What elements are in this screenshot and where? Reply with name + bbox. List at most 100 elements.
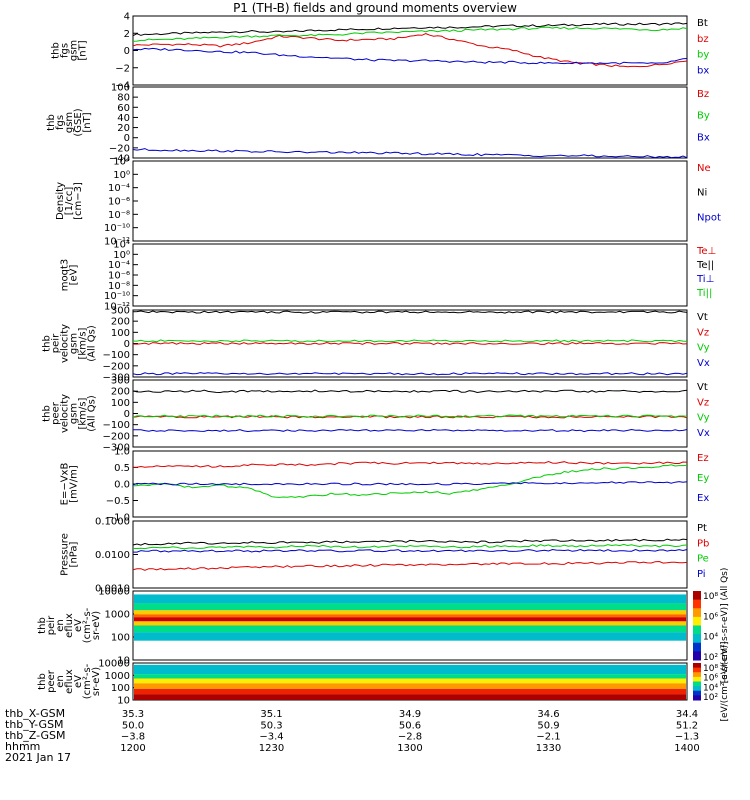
- ylabel-9-0: thb: [37, 673, 48, 690]
- colorbar-8-3: [693, 616, 701, 626]
- ytick-6-4: −1.0: [106, 513, 130, 524]
- legend-4-3: Vx: [697, 358, 710, 369]
- xtick-0-0: 35.3: [122, 709, 144, 720]
- xtick-0-4: 34.4: [676, 709, 698, 720]
- colorbar-9-4: [693, 681, 701, 687]
- ytick-6-2: 0.0: [114, 480, 130, 491]
- band-8-3: [134, 614, 686, 618]
- ylabel-4-4: [km/s]: [78, 327, 89, 359]
- panel-frame-3: [132, 243, 688, 307]
- cbtick-9-0: 10⁸: [703, 664, 718, 674]
- legend-1-0: Bz: [697, 89, 709, 100]
- cbtick-8-2: 10⁴: [703, 633, 718, 643]
- band-8-1: [134, 603, 686, 611]
- band-9-0: [134, 664, 686, 675]
- ytick-7-1: 0.0100: [95, 550, 130, 561]
- band-8-2: [134, 610, 686, 615]
- ytick-1-1: 80: [117, 93, 130, 104]
- ylabel-8-4: eV: [73, 619, 84, 632]
- ytick-5-0: 300: [111, 376, 130, 387]
- xtick-2-4: −1.3: [675, 732, 699, 743]
- ylabel-8-6: sr-eV): [91, 611, 102, 640]
- ytick-5-2: 100: [111, 398, 130, 409]
- ylabel-9-1: peer: [46, 669, 57, 693]
- colorbar-9-5: [693, 686, 701, 692]
- series-5-0: [132, 389, 688, 394]
- xtick-3-0: 1200: [120, 743, 145, 754]
- ytick-1-3: 40: [117, 113, 130, 124]
- ylabel-4-2: velocity: [60, 324, 71, 363]
- ytick-8-0: 10000: [98, 587, 130, 598]
- ytick-9-0: 10000: [98, 659, 130, 670]
- ylabel-8-2: en: [55, 619, 66, 632]
- ylabel-5-0: thb: [42, 405, 53, 422]
- series-4-0: [132, 310, 688, 314]
- colorbar-8-2: [693, 608, 701, 618]
- cbtick-9-3: 10²: [703, 693, 718, 703]
- ytick-5-6: −300: [103, 443, 130, 454]
- panel-frame-1: [132, 86, 688, 159]
- band-9-3: [134, 683, 686, 689]
- ytick-4-5: −200: [103, 361, 130, 372]
- xtick-0-3: 34.6: [537, 709, 559, 720]
- ylabel-9-3: eflux: [64, 669, 75, 694]
- ytick-8-3: 10: [117, 656, 130, 667]
- series-1-2: [132, 148, 688, 159]
- ytick-7-0: 0.1000: [95, 517, 130, 528]
- ylabel-3-0: moqt3: [60, 259, 71, 292]
- date-label: 2021 Jan 17: [5, 751, 71, 764]
- xtick-1-4: 51.2: [676, 720, 698, 731]
- ylabel-9-2: en: [55, 675, 66, 688]
- ylabel-8-3: eflux: [64, 613, 75, 638]
- legend-7-2: Pe: [697, 554, 709, 565]
- ytick-4-1: 200: [111, 317, 130, 328]
- legend-2-0: Ne: [697, 163, 711, 174]
- legend-0-3: bx: [697, 65, 709, 76]
- series-6-2: [132, 481, 688, 486]
- ytick-5-4: −100: [103, 420, 130, 431]
- ytick-4-3: 0: [124, 339, 130, 350]
- ytick-1-6: −20: [109, 143, 130, 154]
- legend-5-2: Vy: [697, 413, 710, 424]
- panel-frame-0: [132, 15, 688, 86]
- ytick-6-0: 1.0: [114, 447, 130, 458]
- ytick-1-0: 100: [111, 83, 130, 94]
- ytick-5-3: 0: [124, 409, 130, 420]
- xtick-0-1: 35.1: [260, 709, 282, 720]
- series-7-0: [132, 538, 688, 546]
- xtick-1-2: 50.6: [399, 720, 421, 731]
- ylabel-0-0: thb: [51, 42, 62, 59]
- ytick-9-2: 100: [111, 683, 130, 694]
- legend-3-0: Te⊥: [696, 246, 716, 257]
- cbtick-8-3: 10²: [703, 653, 718, 663]
- ytick-0-0: 4: [124, 12, 130, 23]
- series-7-2: [132, 543, 688, 550]
- band-9-5: [134, 694, 686, 700]
- ytick-1-7: −40: [109, 154, 130, 165]
- ytick-2-3: 10⁻⁶: [108, 197, 130, 208]
- series-4-1: [133, 341, 688, 346]
- ylabel-3-1: [eV]: [69, 265, 80, 286]
- colorbar-9-6: [693, 690, 701, 696]
- xtick-2-0: −3.8: [121, 732, 145, 743]
- legend-7-0: Pt: [697, 523, 707, 534]
- legend-0-0: Bt: [697, 18, 708, 29]
- band-8-5: [134, 621, 686, 626]
- ytick-8-1: 1000: [105, 610, 130, 621]
- ytick-5-5: −200: [103, 431, 130, 442]
- colorbar-label-9: [eV/(cm²-s-sr-eV)]: [720, 641, 730, 721]
- ytick-1-5: 0: [124, 133, 130, 144]
- ytick-0-3: −2: [115, 63, 130, 74]
- ytick-7-2: 0.0010: [95, 584, 130, 595]
- ylabel-5-3: gsm: [69, 403, 80, 424]
- ylabel-2-1: [1/cc]: [64, 187, 75, 216]
- ylabel-4-1: peir: [51, 333, 62, 353]
- ytick-1-4: 20: [117, 123, 130, 134]
- legend-5-0: Vt: [697, 382, 708, 393]
- cbtick-9-2: 10⁴: [703, 683, 718, 693]
- xtick-1-0: 50.0: [122, 720, 144, 731]
- ytick-6-3: −0.5: [106, 496, 130, 507]
- ytick-3-6: 10⁻¹²: [104, 302, 130, 313]
